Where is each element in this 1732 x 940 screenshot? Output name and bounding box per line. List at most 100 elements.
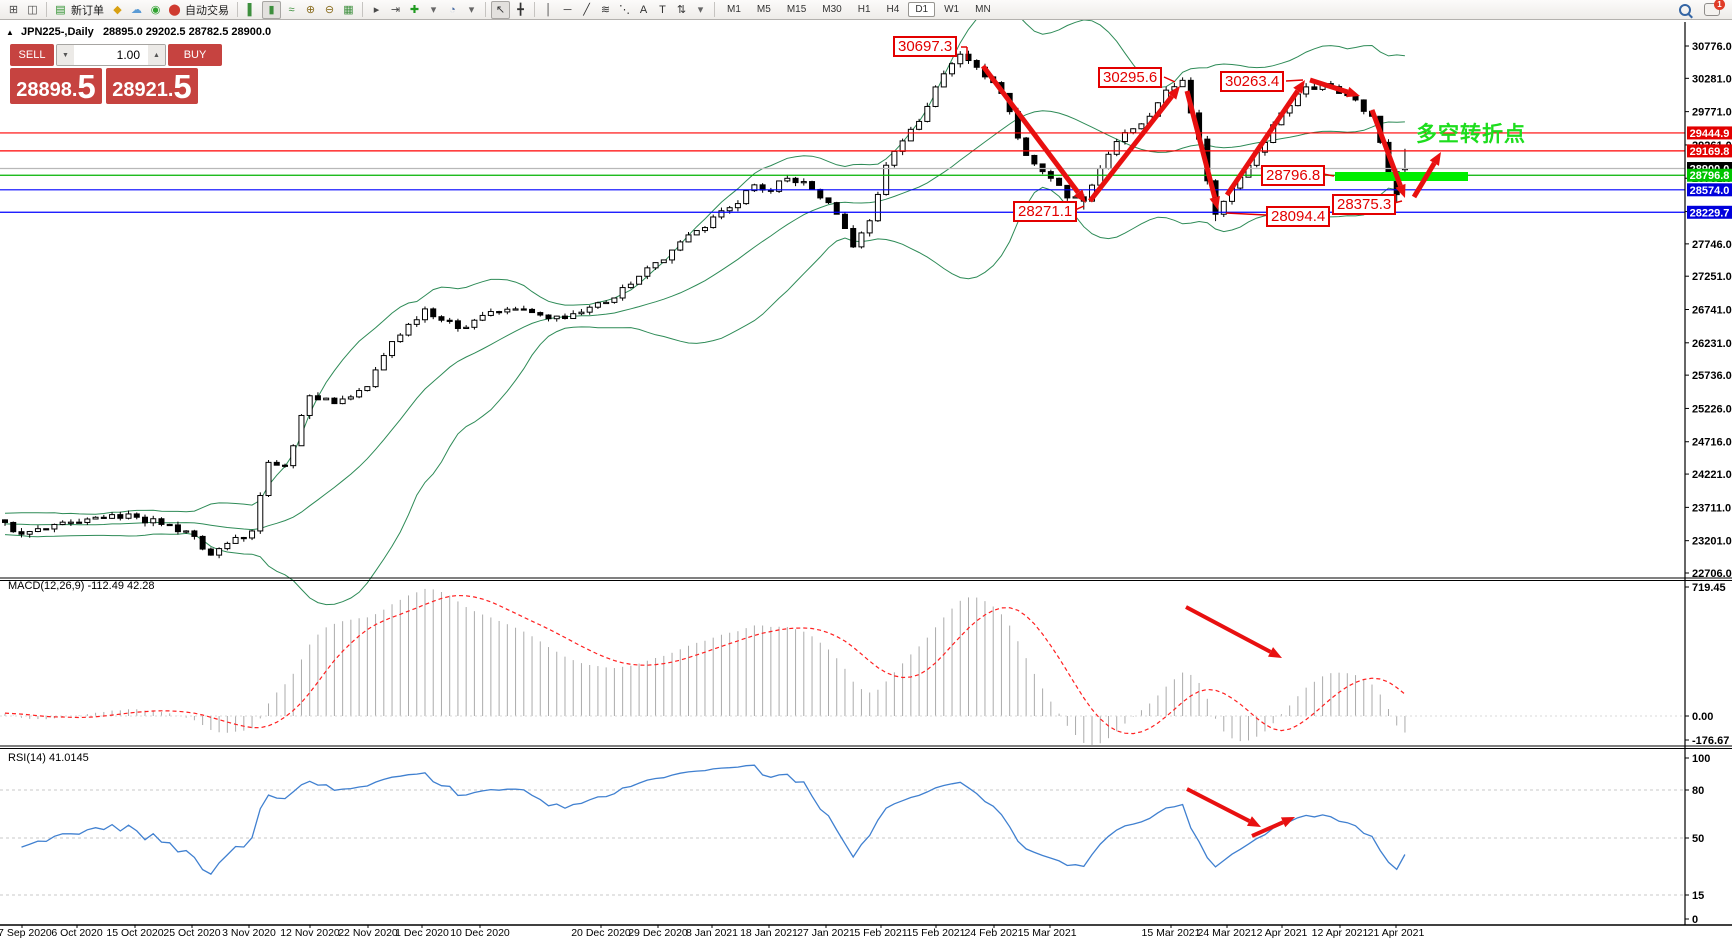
svg-text:28574.0: 28574.0: [1690, 185, 1730, 197]
one-click-trading-panel: SELL ▼ 1.00 ▲ BUY 28898. 5 28921. 5: [10, 44, 222, 104]
line-chart-mode-icon[interactable]: ≈: [288, 3, 295, 16]
svg-text:8 Jan 2021: 8 Jan 2021: [686, 927, 738, 939]
trend-arrow[interactable]: [1088, 86, 1180, 203]
trend-arrow[interactable]: [1251, 817, 1295, 838]
trendline-icon[interactable]: ╱: [583, 4, 590, 16]
volume-down-button[interactable]: ▼: [57, 45, 74, 65]
chart-shift-icon[interactable]: ⇥: [390, 4, 401, 16]
toolbar-separator: [714, 2, 715, 17]
search-icon[interactable]: [1676, 2, 1693, 18]
toolbar-separator: [237, 2, 238, 17]
new-order-icon[interactable]: ▤: [55, 4, 66, 16]
trend-arrow[interactable]: [1186, 787, 1261, 827]
svg-text:29444.9: 29444.9: [1690, 128, 1730, 140]
trend-arrow[interactable]: [981, 64, 1086, 203]
auto-scroll-icon[interactable]: ▸: [373, 4, 380, 16]
sell-button[interactable]: SELL: [10, 44, 54, 66]
volume-input[interactable]: 1.00: [116, 48, 140, 62]
svg-text:23711.0: 23711.0: [1692, 502, 1731, 514]
tile-windows-icon[interactable]: ▦: [343, 4, 354, 16]
equidistant-channel-icon[interactable]: ≋: [600, 4, 611, 16]
text-label-icon[interactable]: T: [659, 3, 666, 16]
rsi-indicator-label: RSI(14) 41.0145: [8, 752, 89, 764]
price-annotation[interactable]: 28375.3: [1332, 194, 1397, 215]
timeframe-button-w1[interactable]: W1: [944, 4, 960, 15]
macd-indicator-label: MACD(12,26,9) -112.49 42.28: [8, 580, 155, 592]
gold-icon[interactable]: ◆: [113, 4, 122, 16]
price-annotation[interactable]: 30697.3: [893, 36, 958, 57]
price-annotation[interactable]: 28094.4: [1266, 206, 1331, 227]
horizontal-line-icon[interactable]: ─: [563, 3, 572, 16]
chart-window-title: ▲ JPN225-,Daily 28895.0 29202.5 28782.5 …: [6, 26, 271, 38]
dropdown-arrow-icon[interactable]: ▾: [468, 4, 475, 16]
timeframe-button-m1[interactable]: M1: [727, 4, 741, 15]
sell-price[interactable]: 28898. 5: [10, 68, 102, 104]
support-highlight-bar[interactable]: [1335, 172, 1468, 181]
bollinger-band-line: [4, 3, 1405, 515]
cloud-sync-icon[interactable]: ☁: [131, 4, 142, 16]
trend-arrow[interactable]: [1184, 90, 1220, 210]
price-axis-badge: 28574.0: [1687, 183, 1732, 197]
trend-arrow[interactable]: [1369, 109, 1406, 198]
svg-text:5 Feb 2021: 5 Feb 2021: [854, 927, 907, 939]
trend-arrow[interactable]: [1411, 152, 1441, 199]
crosshair-icon[interactable]: ╋: [517, 4, 524, 16]
svg-text:-176.67: -176.67: [1692, 735, 1729, 747]
svg-text:26231.0: 26231.0: [1692, 338, 1732, 350]
svg-text:24716.0: 24716.0: [1692, 437, 1732, 449]
timeframe-button-h1[interactable]: H1: [857, 4, 871, 15]
autotrading-label[interactable]: 自动交易: [185, 4, 229, 17]
zoom-out-icon[interactable]: ⊖: [324, 4, 335, 16]
zoom-in-icon[interactable]: ⊕: [305, 4, 316, 16]
svg-text:22706.0: 22706.0: [1692, 568, 1732, 580]
indicators-icon[interactable]: ✚: [409, 4, 420, 16]
buy-button[interactable]: BUY: [168, 44, 222, 66]
timeframe-button-h4[interactable]: H4: [886, 4, 900, 15]
svg-text:0: 0: [1692, 914, 1698, 926]
timeframe-button-m30[interactable]: M30: [822, 4, 842, 15]
price-annotation[interactable]: 28271.1: [1013, 201, 1078, 222]
arrows-icon[interactable]: ⇅: [676, 4, 687, 16]
svg-text:80: 80: [1692, 785, 1704, 797]
buy-price[interactable]: 28921. 5: [106, 68, 198, 104]
svg-text:27 Sep 2020: 27 Sep 2020: [0, 927, 52, 939]
timeframe-button-mn[interactable]: MN: [975, 4, 991, 15]
chart-profiles-icon[interactable]: ◫: [27, 4, 38, 16]
timeframe-button-m5[interactable]: M5: [756, 4, 771, 15]
chat-icon[interactable]: 1: [1704, 0, 1725, 16]
svg-text:18 Jan 2021: 18 Jan 2021: [740, 927, 798, 939]
new-order-label[interactable]: 新订单: [71, 4, 104, 17]
svg-text:27746.0: 27746.0: [1692, 239, 1732, 251]
periods-icon[interactable]: ◔: [449, 3, 456, 16]
symbol-period-label: JPN225-,Daily: [20, 26, 94, 38]
price-annotation[interactable]: 30295.6: [1098, 67, 1163, 88]
timeframe-button-m15[interactable]: M15: [786, 4, 807, 15]
fibonacci-icon[interactable]: ⋱: [619, 4, 630, 16]
collapse-triangle-icon[interactable]: ▲: [6, 28, 14, 37]
bollinger-band-line: [4, 186, 1406, 606]
cursor-icon[interactable]: ↖: [491, 0, 510, 19]
bar-chart-mode-icon[interactable]: ▌: [247, 3, 256, 16]
dropdown-arrow-icon[interactable]: ▾: [430, 4, 437, 16]
trend-arrow[interactable]: [1309, 77, 1360, 98]
new-chart-icon[interactable]: ⊞: [8, 4, 19, 16]
svg-text:100: 100: [1692, 753, 1710, 765]
trend-arrow[interactable]: [1224, 80, 1305, 197]
svg-text:1 Dec 2020: 1 Dec 2020: [395, 927, 449, 939]
price-annotation[interactable]: 28796.8: [1261, 165, 1326, 186]
price-axis-badge: 28229.7: [1687, 205, 1732, 219]
trend-arrow[interactable]: [1185, 605, 1282, 658]
svg-text:28229.7: 28229.7: [1690, 207, 1730, 219]
market-icon[interactable]: ⬤: [168, 4, 181, 16]
candlestick-mode-icon[interactable]: ▮: [262, 0, 281, 19]
text-icon[interactable]: A: [639, 3, 648, 16]
vertical-line-icon[interactable]: │: [545, 3, 552, 16]
dropdown-arrow-icon[interactable]: ▾: [697, 4, 704, 16]
signals-icon[interactable]: ◉: [150, 4, 161, 16]
svg-text:10 Dec 2020: 10 Dec 2020: [450, 927, 510, 939]
price-annotation[interactable]: 30263.4: [1220, 71, 1285, 92]
volume-up-button[interactable]: ▲: [148, 45, 165, 65]
timeframe-button-d1[interactable]: D1: [908, 2, 936, 17]
svg-text:5 Mar 2021: 5 Mar 2021: [1023, 927, 1076, 939]
